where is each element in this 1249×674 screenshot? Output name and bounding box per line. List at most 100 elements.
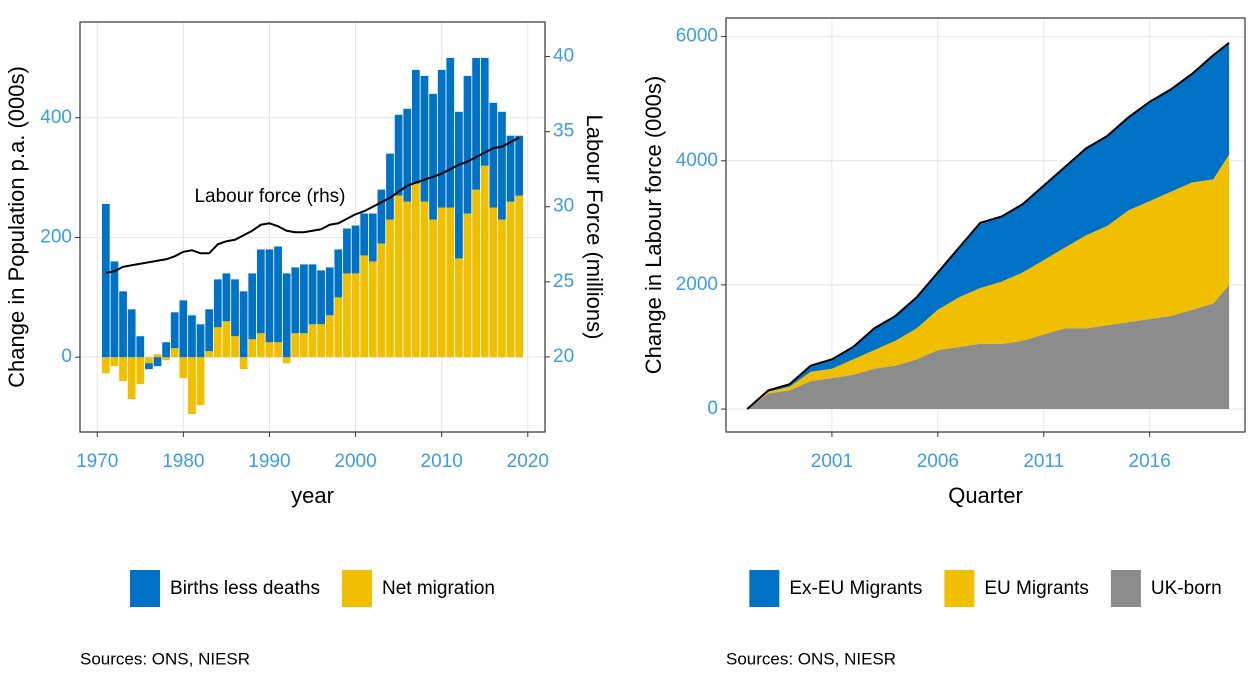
bar <box>222 321 231 358</box>
y2-tick-label: 20 <box>553 346 574 367</box>
bar <box>446 207 455 358</box>
bar <box>170 312 179 349</box>
bar <box>360 213 369 256</box>
x-tick-label: 2011 <box>1023 451 1064 472</box>
x-tick-label: 1990 <box>248 451 290 472</box>
bar <box>343 228 351 274</box>
bar <box>239 357 248 370</box>
area <box>747 284 1230 410</box>
x-tick-label: 2000 <box>334 451 376 472</box>
bar <box>351 225 360 274</box>
bar <box>506 135 515 202</box>
bar <box>291 333 300 358</box>
x-tick-label: 2020 <box>507 451 549 472</box>
panel-border <box>79 21 546 433</box>
area <box>747 154 1230 410</box>
bar <box>162 357 170 361</box>
legend: Births less deaths Net migration <box>130 570 495 607</box>
bar <box>205 351 214 358</box>
bar <box>282 273 291 358</box>
bar <box>231 336 239 358</box>
bar <box>179 300 188 358</box>
y2-tick-label: 35 <box>553 121 574 142</box>
bar <box>101 357 110 374</box>
legend-label: Births less deaths <box>170 578 320 599</box>
bar <box>170 348 179 358</box>
y-tick-label: 200 <box>40 226 72 247</box>
bar <box>351 273 360 358</box>
bar <box>360 255 369 358</box>
bar <box>472 189 480 358</box>
bar <box>291 267 300 334</box>
bar <box>300 264 308 334</box>
bar <box>282 357 291 364</box>
bar <box>188 357 196 415</box>
bar <box>265 342 274 358</box>
bar <box>446 57 455 208</box>
bar <box>213 279 222 328</box>
x-tick-label: 1970 <box>76 451 118 472</box>
bar <box>127 357 136 400</box>
bar <box>420 201 429 358</box>
x-tick-label: 2006 <box>917 451 959 472</box>
panel <box>80 22 545 432</box>
y-tick-label: 400 <box>40 107 72 128</box>
x-axis-title: year <box>291 483 334 508</box>
y-axis-title: Change in Population p.a. (000s) <box>4 66 29 388</box>
bar <box>127 309 136 358</box>
bar <box>437 207 446 358</box>
bar <box>463 75 472 214</box>
bar <box>274 246 282 343</box>
bar <box>429 93 437 220</box>
bar <box>420 75 429 202</box>
legend-swatch <box>130 570 161 607</box>
note: Sources: ONS, NIESR <box>726 649 896 668</box>
bar <box>256 249 265 334</box>
bar <box>498 219 506 358</box>
bar <box>325 267 334 316</box>
bar <box>455 111 463 259</box>
legend-swatch <box>1110 570 1141 607</box>
bar <box>248 339 257 358</box>
bar <box>145 363 153 370</box>
y2-tick-label: 40 <box>553 46 574 67</box>
bar <box>411 69 420 184</box>
bar <box>119 291 127 358</box>
bar <box>325 315 334 358</box>
legend-label: Ex-EU Migrants <box>789 578 922 599</box>
bar <box>386 219 394 358</box>
bar <box>498 111 506 220</box>
bar <box>368 261 377 358</box>
bar <box>239 291 248 358</box>
bar <box>317 270 325 325</box>
bar <box>205 309 214 352</box>
bar <box>515 135 524 196</box>
bar <box>403 201 412 358</box>
total-outline <box>746 42 1230 410</box>
panel-border <box>725 17 1246 433</box>
bar <box>394 114 403 196</box>
bar <box>480 165 489 358</box>
x-tick-label: 2010 <box>421 451 463 472</box>
area <box>747 42 1230 410</box>
y-tick-label: 2000 <box>676 274 718 295</box>
bar <box>377 189 386 244</box>
bar <box>394 195 403 358</box>
bar <box>308 264 317 325</box>
x-axis-title: Quarter <box>948 483 1023 508</box>
bar <box>506 201 515 358</box>
y2-tick-label: 30 <box>553 196 574 217</box>
bar <box>429 219 437 358</box>
bar <box>188 315 196 358</box>
bar <box>110 357 119 367</box>
bar <box>153 357 162 367</box>
x-tick-label: 2001 <box>811 451 853 472</box>
y-tick-label: 0 <box>707 398 718 419</box>
bar <box>343 273 351 358</box>
bar <box>377 243 386 358</box>
panel <box>726 18 1245 432</box>
y-tick-label: 0 <box>61 346 72 367</box>
legend-swatch <box>749 570 780 607</box>
bar <box>411 183 420 358</box>
